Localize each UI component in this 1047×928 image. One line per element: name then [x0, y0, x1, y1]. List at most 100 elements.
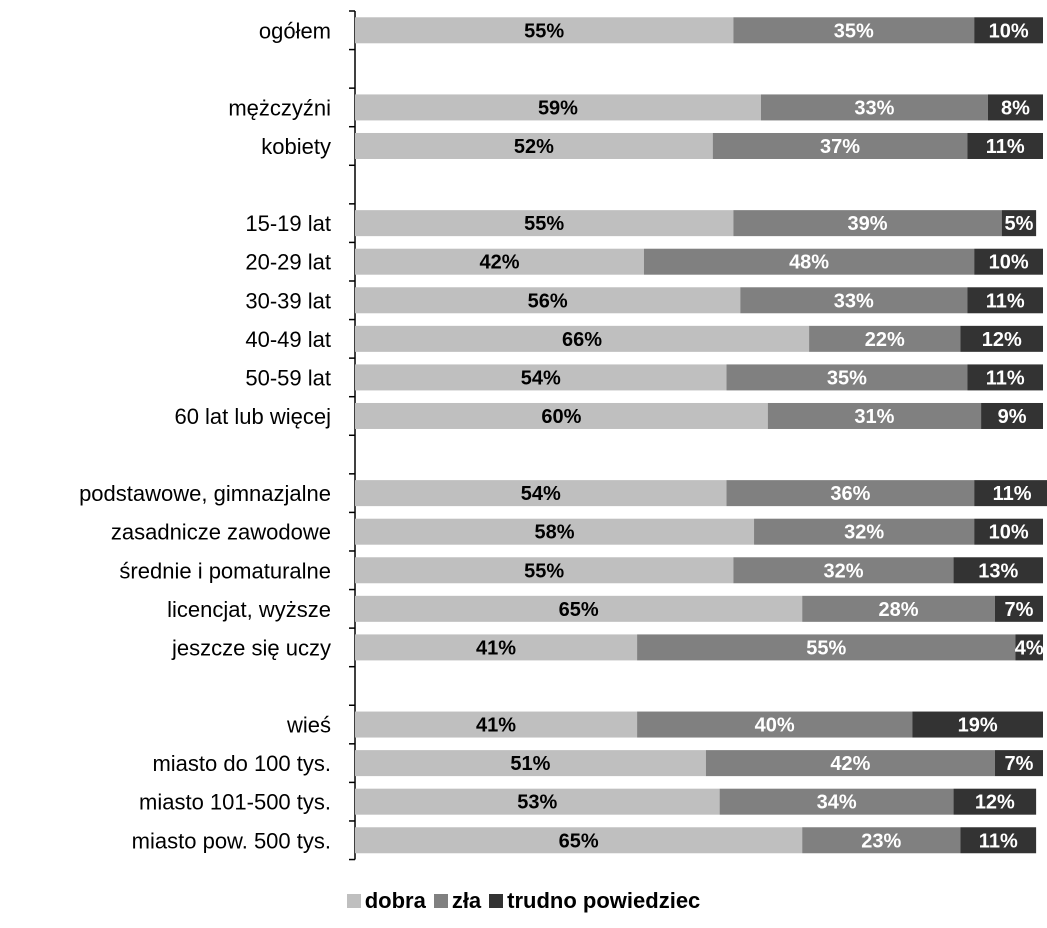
data-label: 32%	[823, 560, 863, 582]
category-label: mężczyźni	[228, 95, 331, 120]
bar-segment-dobra	[355, 750, 706, 777]
data-label: 55%	[806, 637, 846, 659]
data-label: 41%	[476, 715, 516, 737]
bar-segment-trudno-powiedziec	[953, 557, 1043, 584]
legend-swatch	[346, 894, 361, 908]
bar-segment-trudno-powiedziec	[974, 518, 1043, 545]
bar-segment-zła	[712, 132, 968, 159]
bar-segment-trudno-powiedziec	[994, 750, 1043, 777]
bar-segment-trudno-powiedziec	[960, 325, 1043, 352]
bar-segment-dobra	[355, 402, 768, 429]
data-label: 65%	[559, 599, 599, 621]
legend-swatch	[489, 894, 504, 908]
data-label: 54%	[521, 367, 561, 389]
legend-label: dobra	[364, 888, 426, 913]
data-label: 48%	[789, 252, 829, 274]
bar-segment-zła	[767, 402, 982, 429]
category-label: 20-29 lat	[245, 250, 331, 275]
category-label: ogółem	[259, 18, 331, 43]
legend-swatch	[433, 894, 448, 908]
bar-segment-trudno-powiedziec	[1001, 210, 1037, 237]
bar-segment-zła	[733, 210, 1002, 237]
category-label: 15-19 lat	[245, 211, 331, 236]
category-label: zasadnicze zawodowe	[111, 520, 331, 545]
data-label: 41%	[476, 637, 516, 659]
legend: dobra zła trudno powiedziec	[0, 888, 1047, 914]
data-label: 56%	[528, 290, 568, 312]
bar-segment-trudno-powiedziec	[974, 248, 1043, 275]
bar-segment-dobra	[355, 287, 741, 314]
data-label: 7%	[1004, 753, 1033, 775]
data-label: 4%	[1015, 637, 1044, 659]
bar-segment-trudno-powiedziec	[912, 711, 1043, 738]
bar-segment-zła	[809, 325, 961, 352]
category-label: kobiety	[261, 134, 331, 159]
bar-segment-dobra	[355, 480, 727, 507]
data-label: 12%	[982, 329, 1022, 351]
data-label: 7%	[1004, 599, 1033, 621]
data-label: 36%	[830, 483, 870, 505]
bar-segment-dobra	[355, 325, 810, 352]
category-label: wieś	[286, 713, 331, 738]
category-label: średnie i pomaturalne	[119, 558, 331, 583]
data-label: 65%	[559, 830, 599, 852]
data-label: 35%	[834, 20, 874, 42]
bar-segment-dobra	[355, 17, 734, 44]
data-label: 11%	[986, 367, 1025, 389]
data-label: 11%	[986, 136, 1025, 158]
category-label: miasto do 100 tys.	[152, 751, 331, 776]
data-label: 32%	[844, 522, 884, 544]
bar-segment-dobra	[355, 518, 755, 545]
category-label: jeszcze się uczy	[171, 635, 331, 660]
bar-segment-zła	[760, 94, 988, 121]
data-label: 33%	[834, 290, 874, 312]
category-label: licencjat, wyższe	[167, 597, 331, 622]
data-label: 55%	[524, 213, 564, 235]
bar-segment-trudno-powiedziec	[953, 788, 1037, 815]
data-label: 58%	[535, 522, 575, 544]
bar-segment-trudno-powiedziec	[994, 595, 1043, 622]
bar-segment-zła	[802, 827, 961, 854]
bar-segment-trudno-powiedziec	[967, 364, 1043, 391]
bar-segment-zła	[733, 557, 954, 584]
bar-segment-dobra	[355, 827, 803, 854]
category-label: 40-49 lat	[245, 327, 331, 352]
data-label: 8%	[1001, 97, 1030, 119]
bar-segment-dobra	[355, 94, 761, 121]
category-label: miasto 101-500 tys.	[139, 790, 331, 815]
data-label: 34%	[817, 792, 857, 814]
bar-segment-zła	[637, 634, 1016, 661]
bar-segment-zła	[726, 480, 975, 507]
data-label: 35%	[827, 367, 867, 389]
bar-segment-trudno-powiedziec	[967, 287, 1043, 314]
bar-segment-zła	[726, 364, 968, 391]
category-label: 60 lat lub więcej	[174, 404, 331, 429]
bar-segment-dobra	[355, 210, 734, 237]
category-label: podstawowe, gimnazjalne	[79, 481, 331, 506]
bar-segment-dobra	[355, 711, 638, 738]
data-label: 66%	[562, 329, 602, 351]
bar-segment-dobra	[355, 132, 713, 159]
bar-segment-zła	[740, 287, 968, 314]
data-label: 39%	[848, 213, 888, 235]
category-label: miasto pow. 500 tys.	[132, 828, 331, 853]
bar-segment-zła	[733, 17, 975, 44]
data-label: 5%	[1004, 213, 1033, 235]
data-label: 37%	[820, 136, 860, 158]
bar-segment-trudno-powiedziec	[974, 480, 1047, 507]
bar-segment-trudno-powiedziec	[981, 402, 1043, 429]
bar-segment-zła	[754, 518, 975, 545]
data-label: 52%	[514, 136, 554, 158]
bar-segment-trudno-powiedziec	[1015, 634, 1043, 661]
bar-segment-trudno-powiedziec	[987, 94, 1043, 121]
data-label: 28%	[879, 599, 919, 621]
data-label: 55%	[524, 560, 564, 582]
bar-segment-zła	[719, 788, 954, 815]
data-label: 23%	[861, 830, 901, 852]
bar-segment-dobra	[355, 364, 727, 391]
data-label: 40%	[755, 715, 795, 737]
bar-segment-trudno-powiedziec	[974, 17, 1043, 44]
data-label: 12%	[975, 792, 1015, 814]
data-label: 59%	[538, 97, 578, 119]
